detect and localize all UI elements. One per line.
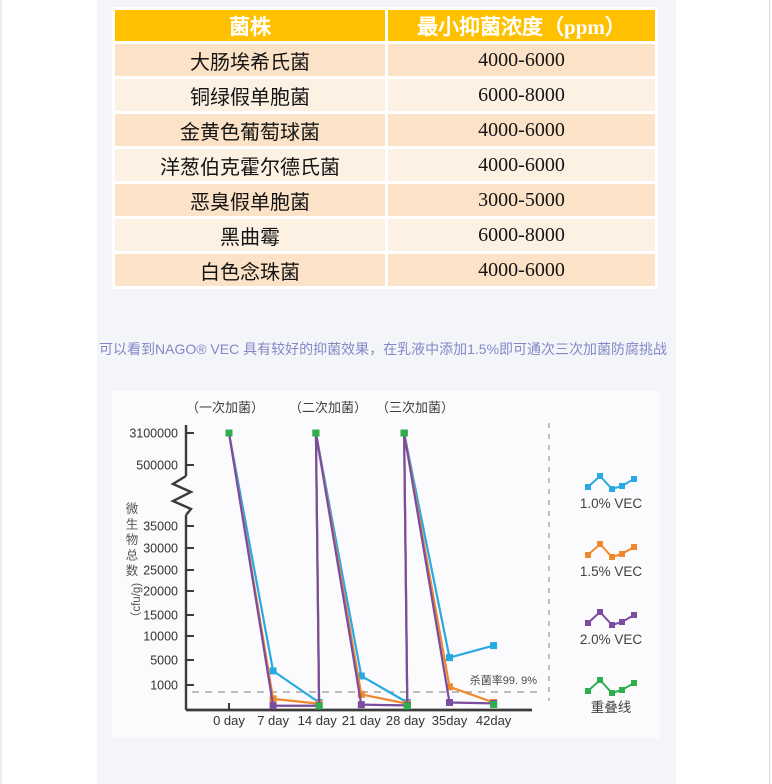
- inoculation-annotations: （一次加菌） （二次加菌） （三次加菌）: [186, 400, 454, 415]
- svg-text:14 day: 14 day: [298, 713, 338, 728]
- description-paragraph: 可以看到NAGO® VEC 具有较好的抑菌效果，在乳液中添加1.5%即可通次三次…: [99, 341, 668, 357]
- legend-item-重叠线: 重叠线: [585, 677, 637, 715]
- table-row: 金黄色葡萄球菌 4000-6000: [115, 114, 655, 146]
- mic-cell: 6000-8000: [388, 79, 655, 111]
- axis-break: [170, 474, 194, 516]
- svg-text:生: 生: [126, 518, 139, 532]
- scrollbar-track[interactable]: [769, 0, 770, 784]
- legend-item-1.5% VEC: 1.5% VEC: [580, 541, 643, 579]
- svg-text:10000: 10000: [143, 630, 178, 644]
- strain-cell: 黑曲霉: [115, 219, 385, 251]
- svg-text:20000: 20000: [143, 585, 178, 599]
- svg-text:杀菌率99. 9%: 杀菌率99. 9%: [470, 673, 537, 687]
- strain-cell: 大肠埃希氏菌: [115, 44, 385, 76]
- svg-text:0 day: 0 day: [213, 713, 245, 728]
- svg-text:35000: 35000: [143, 520, 178, 534]
- svg-text:28 day: 28 day: [386, 713, 426, 728]
- svg-text:500000: 500000: [136, 459, 178, 473]
- svg-text:25000: 25000: [143, 564, 178, 578]
- mic-cell: 4000-6000: [388, 254, 655, 286]
- svg-text:1.0% VEC: 1.0% VEC: [580, 496, 643, 511]
- mic-cell: 4000-6000: [388, 114, 655, 146]
- table-row: 铜绿假单胞菌 6000-8000: [115, 79, 655, 111]
- svg-text:3100000: 3100000: [129, 427, 178, 441]
- mic-cell: 4000-6000: [388, 44, 655, 76]
- table-row: 大肠埃希氏菌 4000-6000: [115, 44, 655, 76]
- content-column: 菌株 最小抑菌浓度（ppm） 大肠埃希氏菌 4000-6000 铜绿假单胞菌 6000…: [97, 0, 676, 784]
- axes: 3100000 500000 35000 30000 25000 20000 15000 10…: [129, 425, 532, 728]
- table-row: 黑曲霉 6000-8000: [115, 219, 655, 251]
- svg-text:微: 微: [126, 502, 139, 516]
- mic-cell: 3000-5000: [388, 184, 655, 216]
- svg-text:（一次加菌）: （一次加菌）: [186, 400, 264, 415]
- table-row: 洋葱伯克霍尔德氏菌 4000-6000: [115, 149, 655, 181]
- table-body: 大肠埃希氏菌 4000-6000 铜绿假单胞菌 6000-8000 金黄色葡萄球菌 400…: [115, 44, 655, 286]
- svg-text:21 day: 21 day: [342, 713, 382, 728]
- strain-cell: 白色念珠菌: [115, 254, 385, 286]
- svg-text:1000: 1000: [150, 679, 178, 693]
- series-2.0% VEC: [225, 429, 498, 710]
- legend-item-1.0% VEC: 1.0% VEC: [580, 473, 643, 511]
- series-重叠线: [225, 429, 498, 710]
- window-left-edge: [0, 0, 2, 784]
- mic-table: 菌株 最小抑菌浓度（ppm） 大肠埃希氏菌 4000-6000 铜绿假单胞菌 6000…: [112, 7, 658, 289]
- mic-cell: 6000-8000: [388, 219, 655, 251]
- svg-text:（二次加菌）: （二次加菌）: [289, 400, 367, 415]
- svg-text:重叠线: 重叠线: [591, 700, 632, 715]
- microbial-count-chart: 杀菌率99. 9% 3100000 500000 35000 30000 25000 200…: [126, 400, 643, 728]
- table-row: 恶臭假单胞菌 3000-5000: [115, 184, 655, 216]
- svg-text:7 day: 7 day: [257, 713, 289, 728]
- strain-cell: 恶臭假单胞菌: [115, 184, 385, 216]
- threshold-line: 杀菌率99. 9%: [192, 673, 542, 693]
- strain-cell: 洋葱伯克霍尔德氏菌: [115, 149, 385, 181]
- svg-text:（三次加菌）: （三次加菌）: [376, 400, 454, 415]
- svg-text:42day: 42day: [476, 713, 512, 728]
- mic-cell: 4000-6000: [388, 149, 655, 181]
- table-header-strain: 菌株: [115, 10, 385, 41]
- table-header-row: 菌株 最小抑菌浓度（ppm）: [115, 10, 655, 41]
- table-header-mic: 最小抑菌浓度（ppm）: [388, 10, 655, 41]
- chart-panel: 杀菌率99. 9% 3100000 500000 35000 30000 25000 200…: [112, 391, 660, 738]
- svg-text:30000: 30000: [143, 542, 178, 556]
- svg-text:数: 数: [126, 563, 139, 578]
- svg-text:5000: 5000: [150, 654, 178, 668]
- legend-item-2.0% VEC: 2.0% VEC: [580, 609, 643, 647]
- strain-cell: 金黄色葡萄球菌: [115, 114, 385, 146]
- svg-text:35day: 35day: [432, 713, 468, 728]
- table-row: 白色念珠菌 4000-6000: [115, 254, 655, 286]
- svg-text:1.5% VEC: 1.5% VEC: [580, 564, 643, 579]
- svg-text:（cfu/g): （cfu/g): [130, 583, 143, 623]
- strain-cell: 铜绿假单胞菌: [115, 79, 385, 111]
- svg-text:总: 总: [126, 549, 139, 563]
- svg-text:物: 物: [126, 533, 139, 547]
- svg-text:15000: 15000: [143, 609, 178, 623]
- svg-text:2.0% VEC: 2.0% VEC: [580, 632, 643, 647]
